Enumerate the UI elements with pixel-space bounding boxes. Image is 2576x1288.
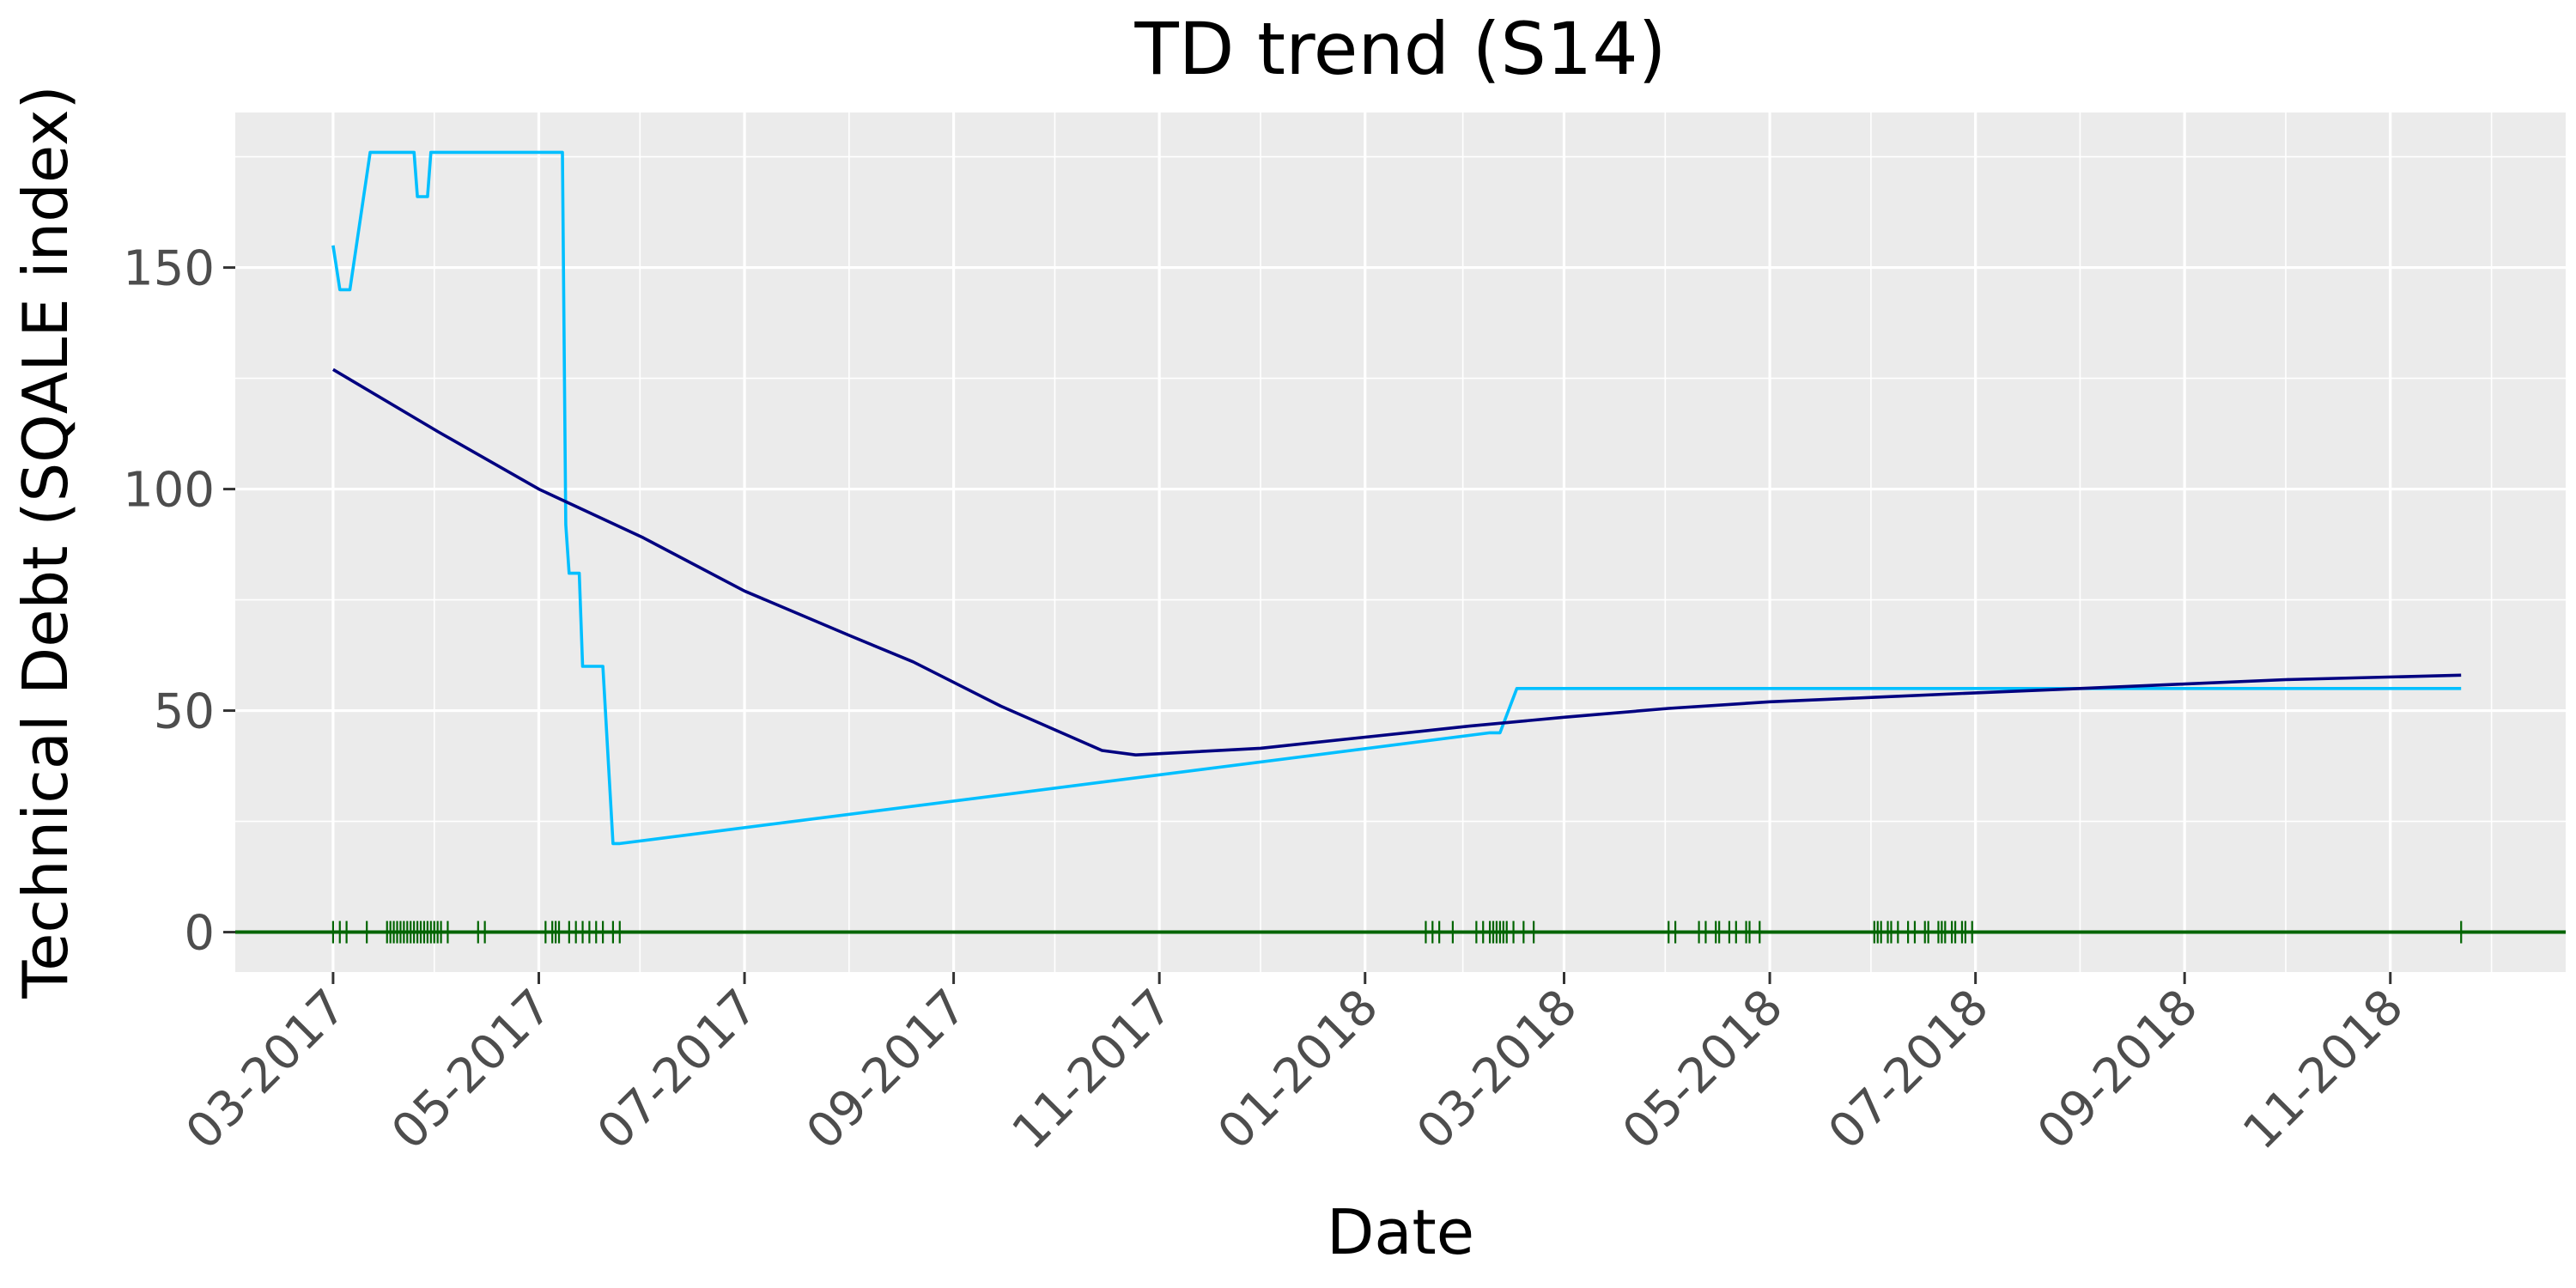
grid-minor [235, 112, 2566, 972]
y-axis-title: Technical Debt (SQALE index) [9, 85, 82, 999]
x-tick-label: 09-2018 [2027, 979, 2208, 1160]
x-axis-title: Date [1327, 1196, 1474, 1268]
series-layer [331, 150, 2462, 846]
x-tick-label: 05-2017 [381, 979, 562, 1160]
smoothed-series-line [331, 368, 2462, 756]
plot-panel [235, 112, 2566, 972]
y-tick-label: 50 [154, 684, 215, 740]
rug-layer [331, 920, 2463, 944]
x-tick-label: 09-2017 [796, 979, 977, 1160]
x-tick-label: 03-2018 [1406, 979, 1588, 1160]
y-tick-label: 0 [184, 906, 215, 962]
x-tick-label: 03-2017 [175, 979, 356, 1160]
x-tick-label: 01-2018 [1207, 979, 1388, 1160]
x-tick-label: 07-2017 [587, 979, 769, 1160]
y-axis: 0 50 100 150 [123, 241, 235, 962]
y-tick-label: 150 [123, 241, 215, 297]
x-axis: 03-2017 05-2017 07-2017 09-2017 11-2017 01-20… [175, 972, 2415, 1160]
observed-series-line [331, 150, 2462, 846]
x-tick-label: 11-2017 [1002, 979, 1183, 1160]
chart-title: TD trend (S14) [1133, 7, 1666, 91]
x-tick-label: 11-2018 [2233, 979, 2414, 1160]
y-tick-label: 100 [123, 463, 215, 519]
x-tick-label: 05-2018 [1613, 979, 1794, 1160]
x-tick-label: 07-2018 [1818, 979, 1999, 1160]
